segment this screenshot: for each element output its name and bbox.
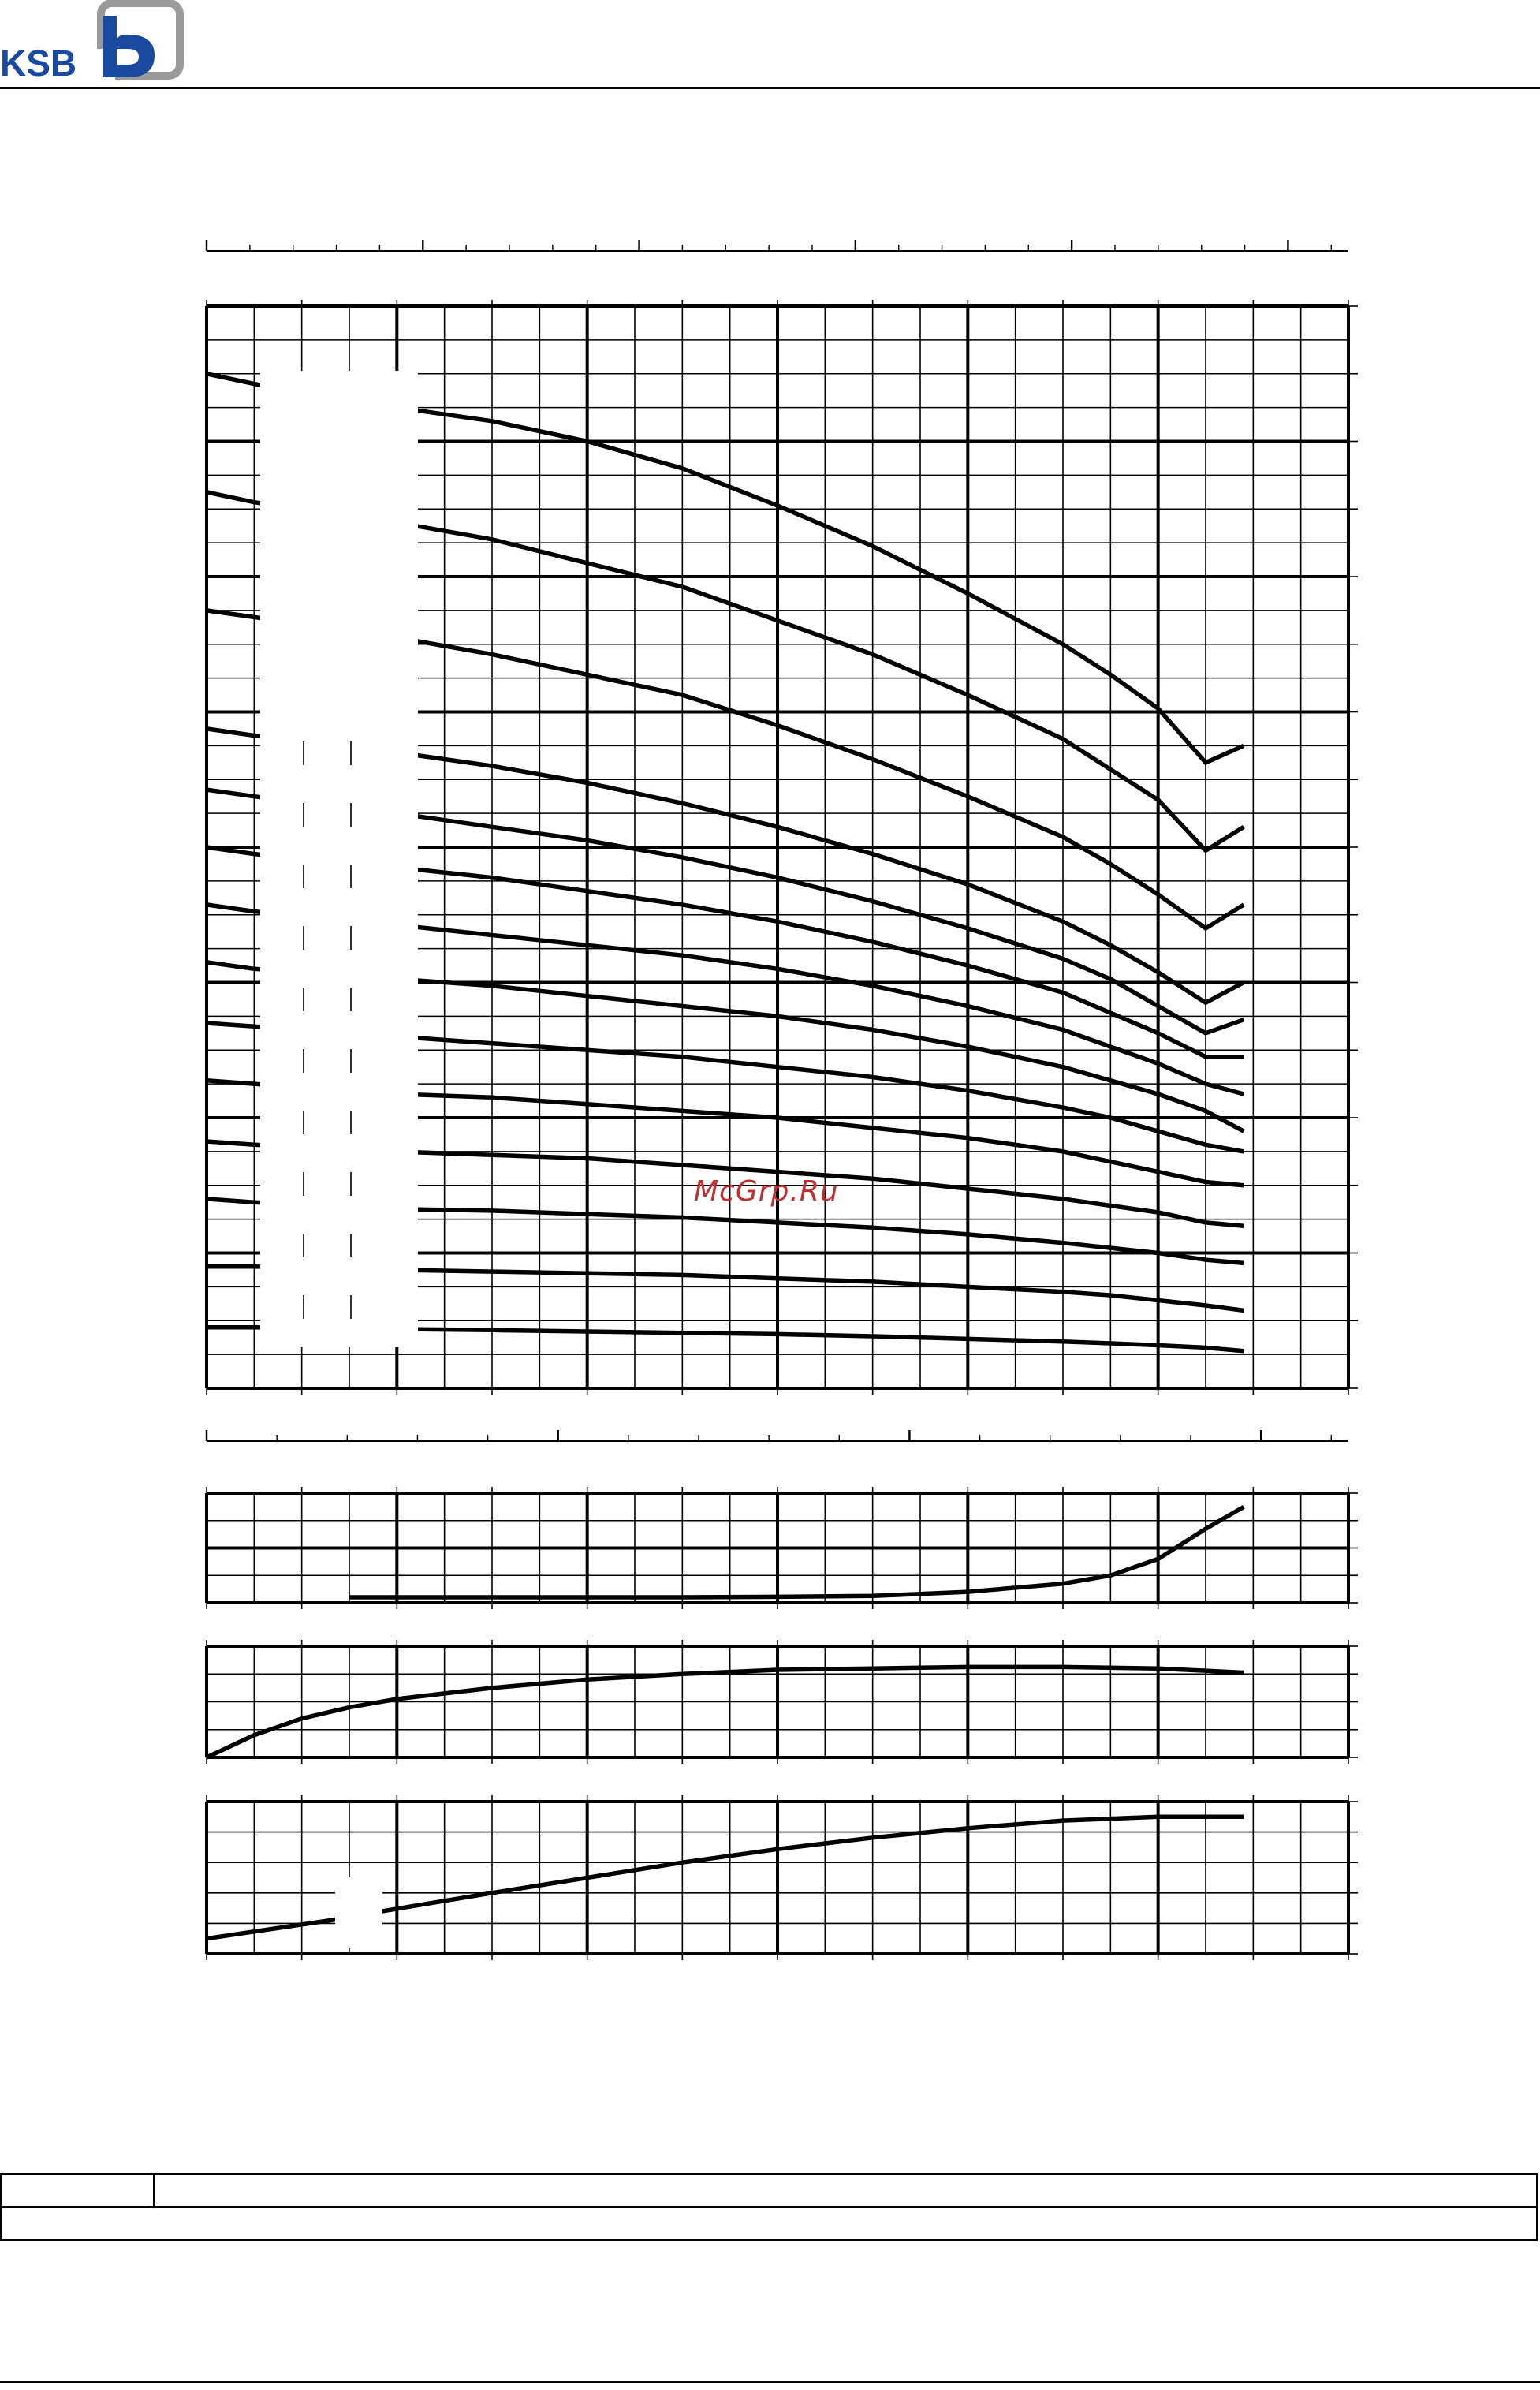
footer-rule [0,2381,1540,2383]
logo-frame [97,0,184,80]
info-table-cell [153,2173,1538,2208]
info-table-row [0,2173,1538,2208]
info-table-row [0,2206,1538,2241]
label-mask [335,1877,382,1948]
label-mask [260,371,418,1347]
header-rule [0,87,1540,89]
info-table-cell [0,2173,155,2208]
logo-text: KSB [0,43,76,82]
series-line [205,1664,1244,1760]
watermark: McGrp.Ru [694,1175,839,1208]
logo-b-mark [103,16,155,77]
info-table-cell [0,2206,1538,2241]
info-table [0,2173,1538,2241]
ksb-logo: KSB [0,0,184,82]
series-line [349,1505,1245,1600]
